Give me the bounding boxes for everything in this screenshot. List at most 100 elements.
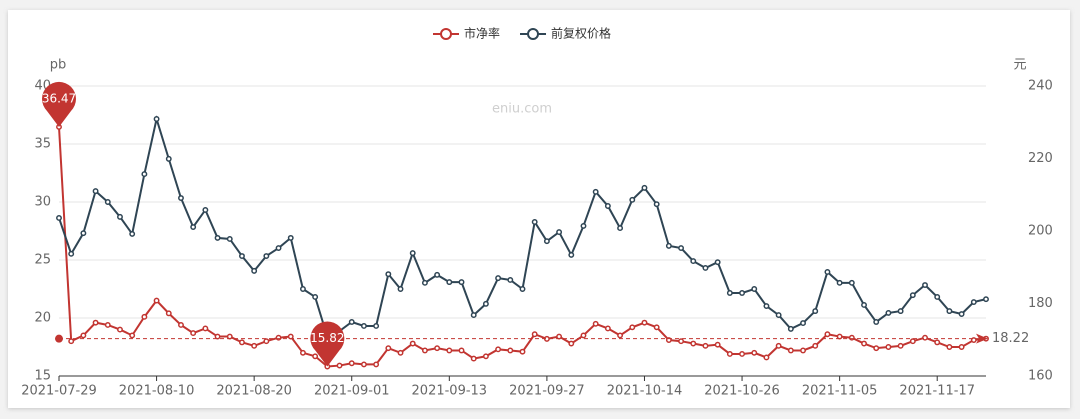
data-point <box>836 279 843 286</box>
data-point <box>104 199 111 205</box>
data-point <box>458 279 465 286</box>
data-point <box>239 253 245 259</box>
mark-line-start <box>55 334 63 343</box>
data-point <box>214 333 221 340</box>
data-point <box>434 345 441 352</box>
data-point <box>385 345 392 352</box>
legend-item: 前复权价格 <box>520 26 611 41</box>
data-point <box>275 334 282 341</box>
data-point <box>763 354 770 361</box>
data-point <box>787 347 794 354</box>
data-point <box>848 334 855 341</box>
mark-point-pin <box>310 321 345 367</box>
data-point <box>373 323 380 329</box>
data-point <box>763 303 770 309</box>
data-point <box>836 333 843 340</box>
data-point <box>580 222 587 229</box>
data-point <box>946 344 953 350</box>
data-point <box>702 265 709 271</box>
y-tick-label: 30 <box>34 195 51 210</box>
data-point <box>861 340 867 347</box>
data-point <box>519 348 526 355</box>
data-point <box>385 271 392 278</box>
data-point <box>556 229 563 236</box>
data-point <box>68 338 75 345</box>
data-point <box>543 238 550 245</box>
x-tick-label: 2021-09-13 <box>412 384 488 399</box>
data-point <box>800 320 806 327</box>
data-point <box>129 230 136 237</box>
watermark: eniu.com <box>492 102 552 117</box>
data-point <box>775 342 782 349</box>
data-point <box>641 184 648 191</box>
y2-tick-label: 200 <box>1028 224 1053 239</box>
x-tick-label: 2021-08-20 <box>216 384 292 399</box>
data-point <box>507 347 514 354</box>
data-point <box>409 250 416 257</box>
data-point <box>80 230 87 237</box>
legend-text: 前复权价格 <box>551 26 611 41</box>
data-point <box>580 332 587 339</box>
data-point <box>531 331 538 338</box>
data-point <box>726 290 733 296</box>
data-point <box>873 319 880 325</box>
data-point <box>397 286 404 292</box>
data-point <box>190 224 197 230</box>
data-point <box>690 258 697 265</box>
x-tick-label: 2021-10-26 <box>704 384 780 399</box>
data-point <box>568 340 575 347</box>
data-point <box>678 338 685 345</box>
data-point <box>922 334 928 341</box>
y-axis-name: pb <box>50 58 67 73</box>
mark-line-arrow <box>976 333 988 344</box>
data-point <box>68 250 75 257</box>
data-point <box>202 207 209 213</box>
data-point <box>470 312 477 319</box>
data-point <box>312 294 319 300</box>
data-point <box>690 340 697 347</box>
data-point <box>726 351 733 357</box>
data-point <box>299 286 306 292</box>
data-point <box>287 333 294 340</box>
data-point <box>519 286 526 292</box>
data-point <box>885 309 892 316</box>
data-point <box>312 353 319 360</box>
data-point <box>80 332 87 339</box>
data-point <box>336 362 343 369</box>
data-point <box>604 203 611 209</box>
data-point <box>129 332 136 339</box>
legend-symbol <box>440 28 452 40</box>
data-point <box>495 275 502 282</box>
data-point <box>226 236 233 242</box>
data-point <box>141 171 148 178</box>
data-point <box>556 333 563 340</box>
data-point <box>970 299 977 305</box>
data-point <box>117 326 123 333</box>
y-tick-label: 20 <box>34 311 51 326</box>
data-point <box>629 324 636 331</box>
legend-symbol <box>527 28 540 40</box>
y-tick-label: 25 <box>34 253 51 268</box>
data-point <box>202 325 209 332</box>
data-point <box>751 349 758 356</box>
data-point <box>214 234 221 241</box>
data-point <box>421 347 428 354</box>
x-tick-label: 2021-08-10 <box>119 384 195 399</box>
x-tick-label: 2021-09-27 <box>509 384 585 399</box>
data-point <box>299 349 306 356</box>
data-point <box>983 296 989 303</box>
y-tick-label: 15 <box>34 369 51 384</box>
data-point <box>239 339 245 346</box>
data-point <box>360 361 367 368</box>
x-tick-label: 2021-11-17 <box>899 384 975 399</box>
data-point <box>800 347 806 354</box>
data-point <box>458 347 465 354</box>
data-point <box>153 116 160 122</box>
data-point <box>922 282 928 288</box>
data-point <box>373 361 380 368</box>
mark-line-label: 18.22 <box>992 331 1029 346</box>
data-point <box>885 344 892 350</box>
data-point <box>934 294 941 300</box>
y2-tick-label: 240 <box>1028 79 1053 94</box>
